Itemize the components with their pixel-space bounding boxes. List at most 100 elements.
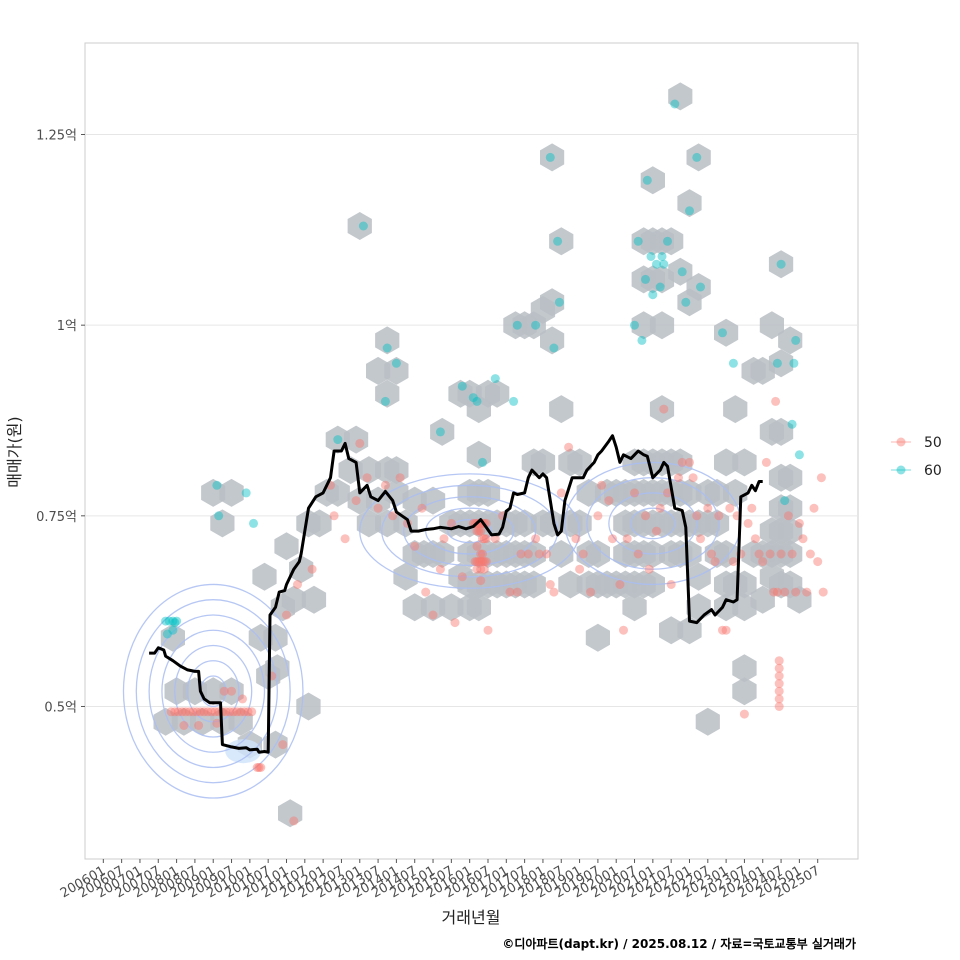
point-series-50 [203,707,213,717]
point-series-50 [355,438,365,448]
point-series-50 [212,718,222,728]
point-series-60 [655,282,665,292]
x-axis: 2006012006072007012007072008012008072009… [58,859,823,901]
point-series-50 [395,473,405,483]
point-series-50 [523,549,533,559]
hexbin [714,448,739,477]
contour-line [608,492,698,555]
point-series-50 [206,707,216,717]
point-series-60 [162,629,172,639]
point-series-50 [802,587,812,597]
y-axis-title: 매매가(원) [5,416,24,487]
trend-line [149,434,763,754]
point-series-50 [545,580,555,589]
point-series-50 [481,557,491,567]
hexbin [466,440,491,469]
point-series-50 [798,534,808,544]
point-series-50 [674,473,683,483]
point-series-60 [168,625,178,635]
point-series-50 [818,587,828,597]
point-series-50 [816,473,826,483]
point-series-50 [247,707,257,717]
hexbin [732,677,757,706]
point-series-50 [479,534,489,544]
legend-label-50: 50 [924,435,942,451]
point-series-50 [564,442,574,452]
credit-text: ©디아파트(dapt.kr) / 2025.08.12 / 자료=국토교통부 실… [502,936,856,951]
point-series-50 [761,457,771,467]
point-series-50 [278,740,288,750]
hexbin [750,585,775,614]
point-series-60 [696,282,705,292]
point-series-60 [468,393,478,403]
point-series-50 [479,557,489,567]
point-series-50 [239,707,249,717]
point-series-50 [228,707,238,717]
hexbin [649,265,675,294]
hexbin [375,326,400,355]
hexbin [677,540,702,568]
point-series-60 [772,358,782,368]
point-series-50 [542,549,552,559]
point-series-50 [195,707,205,717]
hexbin [420,593,446,622]
point-series-50 [774,679,784,689]
point-series-60 [780,496,790,506]
point-series-50 [232,707,242,717]
point-series-50 [177,707,187,717]
point-series-50 [238,694,247,704]
hexbin [723,395,748,424]
hexbin [201,677,226,706]
contour-line [447,518,493,544]
point-series-60 [776,259,786,269]
point-series-50 [754,549,764,559]
point-series-50 [227,686,236,696]
point-series-50 [774,686,784,696]
point-series-60 [646,252,656,261]
point-series-60 [642,175,652,185]
hexbin [201,478,226,507]
point-series-60 [554,297,564,307]
hexbin [668,82,693,111]
point-series-50 [604,496,614,506]
point-series-50 [470,557,480,567]
point-series-50 [199,707,209,717]
point-series-60 [168,616,178,626]
point-series-50 [718,625,727,635]
point-series-50 [225,707,235,717]
point-series-50 [725,503,735,513]
point-series-60 [214,511,224,521]
point-series-60 [791,335,801,345]
point-series-50 [483,625,493,635]
point-series-50 [254,763,264,772]
point-series-60 [457,381,467,391]
point-series-50 [505,587,515,597]
point-series-60 [212,480,222,490]
point-series-50 [774,656,784,666]
point-series-60 [549,343,559,353]
hexbin [278,799,303,828]
contour-peak [225,739,262,764]
point-series-50 [633,549,643,559]
hexbin [732,654,757,683]
point-series-50 [809,503,819,513]
point-series-50 [293,580,302,589]
point-series-50 [329,511,339,521]
hexbin [768,417,794,446]
hexbin [778,517,803,546]
hexbin [787,585,812,614]
point-series-50 [421,587,431,597]
point-series-50 [549,587,559,597]
point-series-50 [210,707,220,717]
point-series-50 [221,707,231,717]
point-series-60 [435,427,445,437]
point-series-50 [531,534,541,544]
point-series-60 [794,450,804,460]
point-series-50 [478,549,487,559]
legend-item-60: 60 [891,463,942,479]
point-series-60 [531,320,541,330]
point-series-50 [194,721,204,730]
point-series-50 [478,534,487,544]
contour-line [148,614,278,769]
